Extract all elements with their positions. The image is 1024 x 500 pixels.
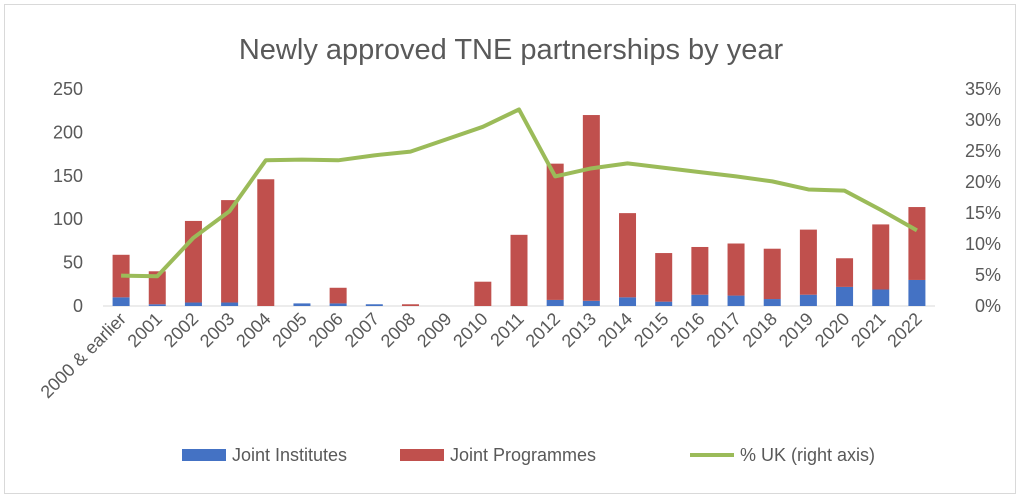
bar-joint-institutes [908, 279, 926, 306]
bar-joint-programmes [329, 287, 347, 304]
bar-joint-institutes [799, 294, 817, 306]
bar-joint-institutes [582, 300, 600, 306]
bar-joint-programmes [691, 246, 709, 295]
chart-title: Newly approved TNE partnerships by year [239, 34, 784, 66]
bar-joint-institutes [221, 302, 239, 306]
x-axis-tick-label: 2018 [739, 309, 781, 351]
bar-joint-institutes [148, 304, 166, 306]
bar-joint-programmes [727, 243, 745, 296]
bar-joint-institutes [329, 303, 347, 306]
x-axis-tick-label: 2009 [413, 309, 455, 351]
left-axis-ticks: 0 50 100 150 200 250 [53, 79, 83, 316]
x-axis-tick-label: 2017 [702, 309, 744, 351]
bar-joint-programmes [872, 224, 890, 290]
bar-joint-programmes [655, 253, 673, 302]
legend-label-uk-right-axis: % UK (right axis) [740, 445, 875, 465]
line-uk-percent [121, 107, 918, 279]
x-axis-tick-label: 2014 [594, 309, 636, 351]
bar-joint-institutes [691, 294, 709, 306]
right-axis-tick-label: 30% [965, 110, 1001, 130]
left-axis-tick-label: 200 [53, 122, 83, 142]
x-axis-tick-label: 2004 [232, 309, 274, 351]
left-axis-tick-label: 150 [53, 166, 83, 186]
bar-joint-programmes [799, 229, 817, 295]
bar-joint-institutes [112, 297, 130, 306]
bar-joint-institutes [365, 304, 383, 306]
chart-container: Newly approved TNE partnerships by year … [4, 4, 1016, 494]
bar-joint-institutes [872, 289, 890, 306]
right-axis-tick-label: 5% [975, 265, 1001, 285]
left-axis-tick-label: 250 [53, 79, 83, 99]
x-axis-tick-label: 2007 [341, 309, 383, 351]
right-axis-tick-label: 25% [965, 141, 1001, 161]
x-axis-tick-label: 2006 [304, 309, 346, 351]
bar-joint-programmes [836, 258, 854, 287]
bar-joint-programmes [474, 281, 492, 306]
x-axis-tick-label: 2000 & earlier [37, 309, 130, 402]
line-series-group [121, 107, 918, 279]
x-axis-tick-label: 2008 [377, 309, 419, 351]
bar-joint-institutes [546, 299, 564, 306]
x-axis-tick-label: 2003 [196, 309, 238, 351]
bar-joint-institutes [836, 286, 854, 306]
bar-joint-institutes [763, 299, 781, 306]
x-axis-tick-label: 2013 [558, 309, 600, 351]
x-axis-tick-label: 2010 [449, 309, 491, 351]
bar-joint-programmes [546, 163, 564, 300]
x-axis-tick-label: 2019 [775, 309, 817, 351]
right-axis-ticks: 0% 5% 10% 15% 20% 25% 30% 35% [965, 79, 1001, 316]
bar-joint-institutes [184, 302, 202, 306]
x-axis-tick-label: 2020 [811, 309, 853, 351]
right-axis-tick-label: 15% [965, 203, 1001, 223]
bar-joint-institutes [619, 297, 637, 306]
x-axis-ticks: 2000 & earlier20012002200320042005200620… [37, 309, 926, 402]
x-axis-tick-label: 2015 [630, 309, 672, 351]
x-axis-tick-label: 2011 [486, 309, 528, 351]
right-axis-tick-label: 0% [975, 296, 1001, 316]
bar-joint-programmes [908, 207, 926, 280]
legend-swatch-joint-programmes [400, 449, 444, 461]
bar-joint-programmes [619, 213, 637, 298]
bar-joint-programmes [401, 304, 419, 306]
x-axis-tick-label: 2012 [522, 309, 564, 351]
x-axis-tick-label: 2002 [160, 309, 202, 351]
x-axis-tick-label: 2005 [268, 309, 310, 351]
legend: Joint Institutes Joint Programmes % UK (ri… [182, 445, 875, 465]
x-axis-tick-label: 2016 [666, 309, 708, 351]
bar-joint-programmes [257, 179, 275, 306]
right-axis-tick-label: 20% [965, 172, 1001, 192]
left-axis-tick-label: 50 [63, 253, 83, 273]
bars-group [112, 115, 926, 306]
legend-label-joint-institutes: Joint Institutes [232, 445, 347, 465]
x-axis-tick-label: 2021 [847, 309, 889, 351]
legend-swatch-joint-institutes [182, 449, 226, 461]
bar-joint-programmes [763, 248, 781, 300]
left-axis-tick-label: 0 [73, 296, 83, 316]
left-axis-tick-label: 100 [53, 209, 83, 229]
right-axis-tick-label: 10% [965, 234, 1001, 254]
x-axis-tick-label: 2001 [124, 309, 166, 351]
legend-label-joint-programmes: Joint Programmes [450, 445, 596, 465]
bar-joint-programmes [582, 115, 600, 301]
right-axis-tick-label: 35% [965, 79, 1001, 99]
bar-joint-institutes [655, 301, 673, 306]
bar-joint-institutes [293, 303, 311, 306]
bar-joint-programmes [148, 271, 166, 305]
bar-joint-institutes [727, 295, 745, 306]
bar-joint-programmes [221, 200, 239, 303]
bar-joint-programmes [510, 234, 528, 306]
x-axis-tick-label: 2022 [883, 309, 925, 351]
chart-canvas: Newly approved TNE partnerships by year … [37, 34, 1001, 465]
